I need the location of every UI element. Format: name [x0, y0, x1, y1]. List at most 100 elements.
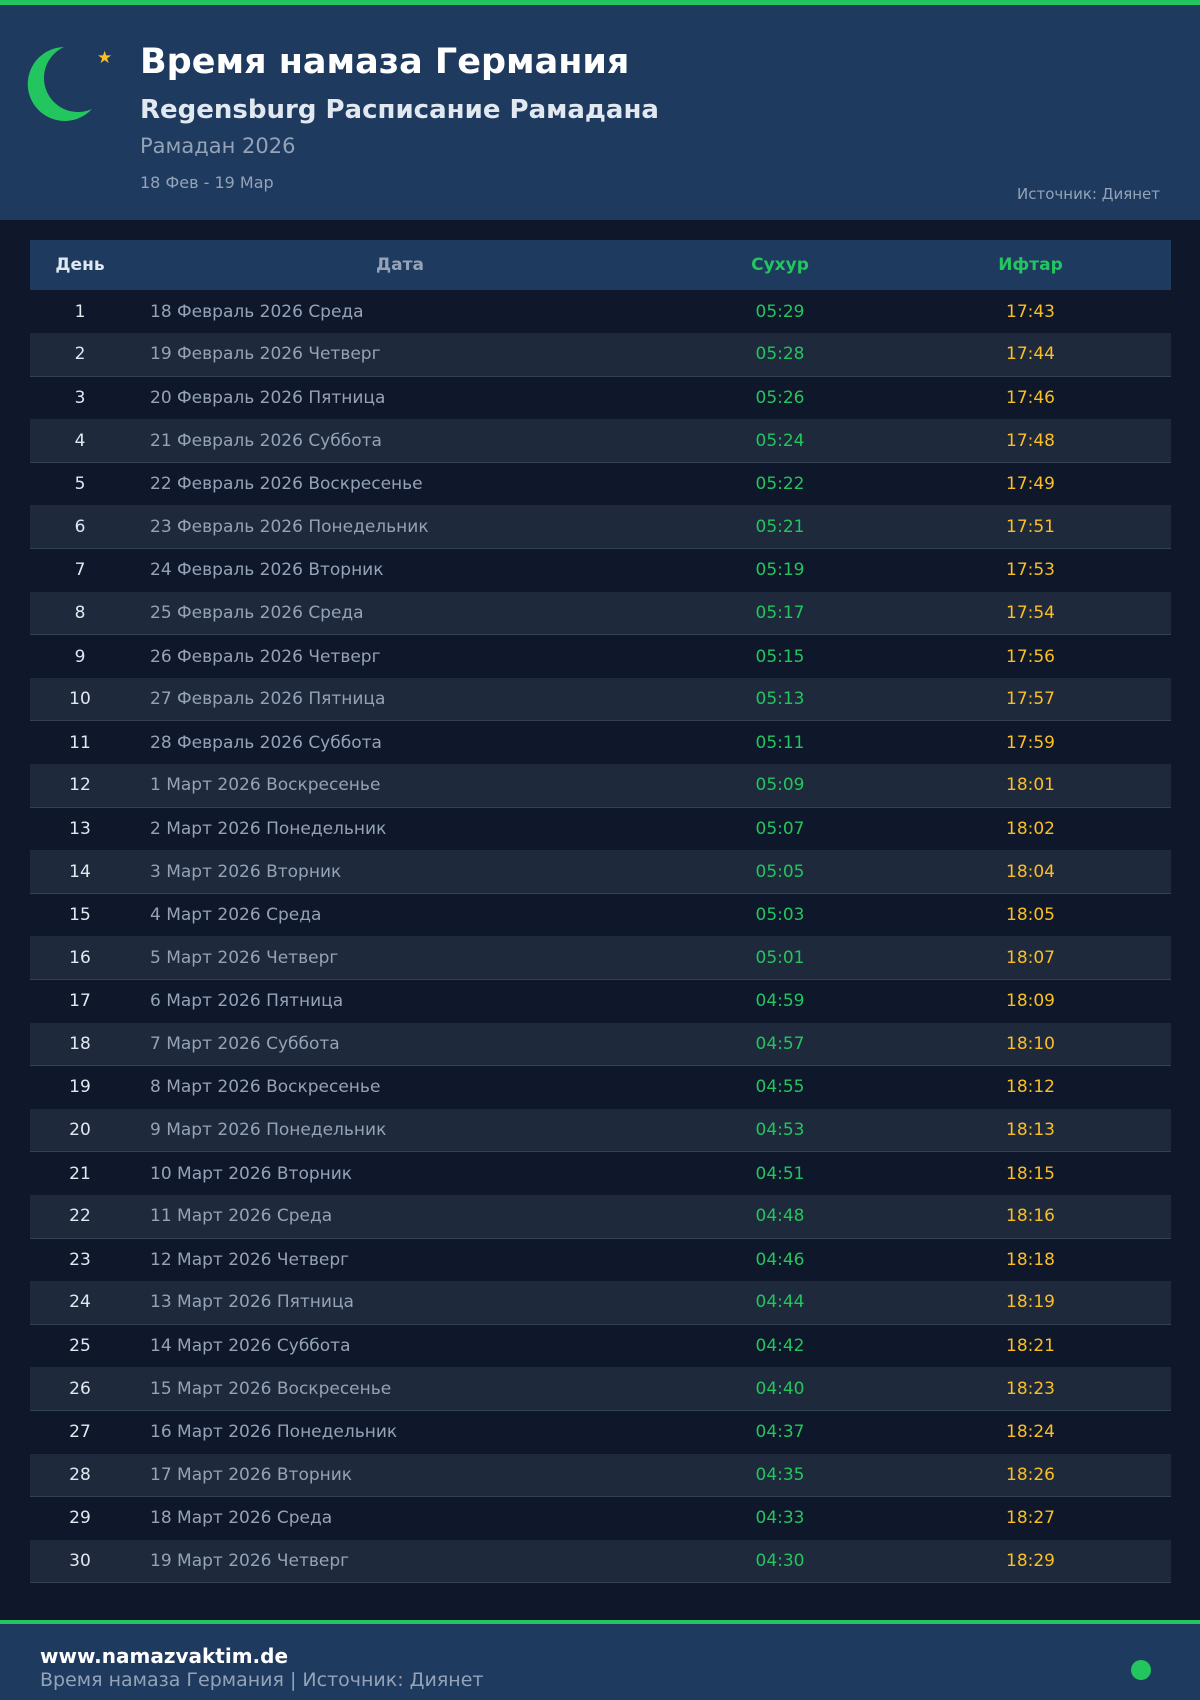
date-cell: 19 Февраль 2026 Четверг — [130, 333, 670, 377]
season-label: Рамадан 2026 — [140, 134, 296, 158]
day-cell: 10 — [30, 677, 130, 722]
page-title: Время намаза Германия — [140, 42, 630, 82]
suhur-cell: 05:15 — [755, 646, 805, 667]
date-cell: 28 Февраль 2026 Суббота — [150, 732, 382, 753]
suhur-cell: 05:21 — [670, 505, 890, 550]
iftar-cell: 17:57 — [890, 677, 1171, 722]
date-cell: 15 Март 2026 Воскресенье — [130, 1367, 670, 1411]
day-cell: 3 — [74, 387, 86, 408]
table-row: 21 10 Март 2026 Вторник 04:51 18:15 — [30, 1152, 1171, 1195]
column-header-date: Дата — [130, 240, 670, 290]
suhur-cell: 04:44 — [670, 1281, 890, 1325]
suhur-cell: 05:29 — [755, 301, 805, 322]
table-row: 2 19 Февраль 2026 Четверг 05:28 17:44 — [30, 333, 1171, 377]
suhur-cell: 05:13 — [670, 677, 890, 722]
date-cell: 13 Март 2026 Пятница — [130, 1281, 670, 1325]
suhur-cell: 04:35 — [670, 1453, 890, 1498]
iftar-cell: 18:29 — [890, 1539, 1171, 1584]
table-row: 10 27 Февраль 2026 Пятница 05:13 17:57 — [30, 677, 1171, 722]
date-cell: 11 Март 2026 Среда — [130, 1194, 670, 1239]
suhur-cell: 05:28 — [670, 333, 890, 377]
suhur-cell: 04:37 — [755, 1422, 805, 1443]
suhur-cell: 04:57 — [670, 1022, 890, 1067]
table-row: 4 21 Февраль 2026 Суббота 05:24 17:48 — [30, 419, 1171, 463]
iftar-cell: 18:12 — [1006, 1077, 1055, 1098]
suhur-cell: 04:53 — [670, 1108, 890, 1153]
iftar-cell: 18:15 — [1006, 1163, 1055, 1184]
top-accent-bar — [0, 0, 1200, 5]
suhur-cell: 05:05 — [670, 850, 890, 894]
day-cell: 8 — [30, 591, 130, 636]
table-row: 5 22 Февраль 2026 Воскресенье 05:22 17:49 — [30, 462, 1171, 505]
iftar-cell: 18:13 — [890, 1108, 1171, 1153]
ramadan-schedule-table: День Дата Сухур Ифтар 1 18 Февраль 2026 С… — [30, 240, 1171, 1584]
header: ★ Время намаза Германия Regensburg Распи… — [0, 5, 1200, 220]
day-cell: 22 — [30, 1194, 130, 1239]
day-cell: 2 — [30, 333, 130, 377]
footer-text: Время намаза Германия | Источник: Диянет — [40, 1669, 484, 1691]
table-row: 18 7 Март 2026 Суббота 04:57 18:10 — [30, 1022, 1171, 1067]
table-row: 9 26 Февраль 2026 Четверг 05:15 17:56 — [30, 635, 1171, 678]
suhur-cell: 05:09 — [670, 764, 890, 808]
date-cell: 8 Март 2026 Воскресенье — [150, 1077, 381, 1098]
footer-url-link[interactable]: www.namazvaktim.de — [40, 1644, 289, 1668]
suhur-cell: 05:19 — [755, 560, 805, 581]
iftar-cell: 18:21 — [1006, 1336, 1055, 1357]
date-cell: 14 Март 2026 Суббота — [150, 1336, 351, 1357]
suhur-cell: 05:17 — [670, 591, 890, 636]
date-cell: 22 Февраль 2026 Воскресенье — [150, 474, 423, 495]
date-cell: 23 Февраль 2026 Понедельник — [130, 505, 670, 550]
table-row: 23 12 Март 2026 Четверг 04:46 18:18 — [30, 1238, 1171, 1281]
suhur-cell: 04:46 — [755, 1249, 805, 1270]
suhur-cell: 05:07 — [755, 818, 805, 839]
star-icon: ★ — [97, 48, 113, 68]
day-cell: 12 — [30, 764, 130, 808]
suhur-cell: 04:51 — [755, 1163, 805, 1184]
suhur-cell: 04:40 — [670, 1367, 890, 1411]
date-cell: 9 Март 2026 Понедельник — [130, 1108, 670, 1153]
suhur-cell: 04:55 — [755, 1077, 805, 1098]
iftar-cell: 18:10 — [890, 1022, 1171, 1067]
table-row: 24 13 Март 2026 Пятница 04:44 18:19 — [30, 1281, 1171, 1325]
suhur-cell: 04:48 — [670, 1194, 890, 1239]
date-cell: 19 Март 2026 Четверг — [130, 1539, 670, 1584]
iftar-cell: 18:09 — [1006, 991, 1055, 1012]
day-cell: 15 — [69, 905, 91, 926]
suhur-cell: 04:33 — [755, 1508, 805, 1529]
suhur-cell: 05:03 — [755, 905, 805, 926]
date-cell: 17 Март 2026 Вторник — [130, 1453, 670, 1498]
iftar-cell: 17:49 — [1006, 474, 1055, 495]
suhur-cell: 04:30 — [670, 1539, 890, 1584]
suhur-cell: 05:11 — [755, 732, 805, 753]
date-cell: 24 Февраль 2026 Вторник — [150, 560, 384, 581]
day-cell: 14 — [30, 850, 130, 894]
date-cell: 21 Февраль 2026 Суббота — [130, 419, 670, 463]
day-cell: 6 — [30, 505, 130, 550]
iftar-cell: 17:56 — [1006, 646, 1055, 667]
day-cell: 20 — [30, 1108, 130, 1153]
iftar-cell: 18:27 — [1006, 1508, 1055, 1529]
date-cell: 20 Февраль 2026 Пятница — [150, 387, 386, 408]
iftar-cell: 17:59 — [1006, 732, 1055, 753]
table-row: 7 24 Февраль 2026 Вторник 05:19 17:53 — [30, 549, 1171, 592]
iftar-cell: 18:07 — [890, 936, 1171, 981]
table-row: 13 2 Март 2026 Понедельник 05:07 18:02 — [30, 807, 1171, 850]
date-cell: 16 Март 2026 Понедельник — [150, 1422, 398, 1443]
iftar-cell: 18:05 — [1006, 905, 1055, 926]
status-dot-icon — [1131, 1660, 1151, 1680]
suhur-cell: 04:42 — [755, 1336, 805, 1357]
day-cell: 28 — [30, 1453, 130, 1498]
day-cell: 18 — [30, 1022, 130, 1067]
table-row: 25 14 Март 2026 Суббота 04:42 18:21 — [30, 1324, 1171, 1367]
table-row: 20 9 Март 2026 Понедельник 04:53 18:13 — [30, 1108, 1171, 1153]
table-row: 28 17 Март 2026 Вторник 04:35 18:26 — [30, 1453, 1171, 1498]
iftar-cell: 18:24 — [1006, 1422, 1055, 1443]
iftar-cell: 17:53 — [1006, 560, 1055, 581]
iftar-cell: 17:43 — [1006, 301, 1055, 322]
date-cell: 1 Март 2026 Воскресенье — [130, 764, 670, 808]
table-row: 27 16 Март 2026 Понедельник 04:37 18:24 — [30, 1410, 1171, 1453]
day-cell: 4 — [30, 419, 130, 463]
date-cell: 18 Март 2026 Среда — [150, 1508, 333, 1529]
day-cell: 23 — [69, 1249, 91, 1270]
day-cell: 29 — [69, 1508, 91, 1529]
